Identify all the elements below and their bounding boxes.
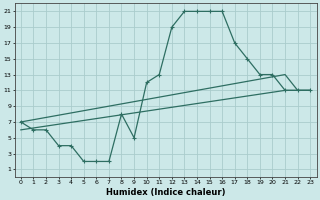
X-axis label: Humidex (Indice chaleur): Humidex (Indice chaleur) [106,188,225,197]
